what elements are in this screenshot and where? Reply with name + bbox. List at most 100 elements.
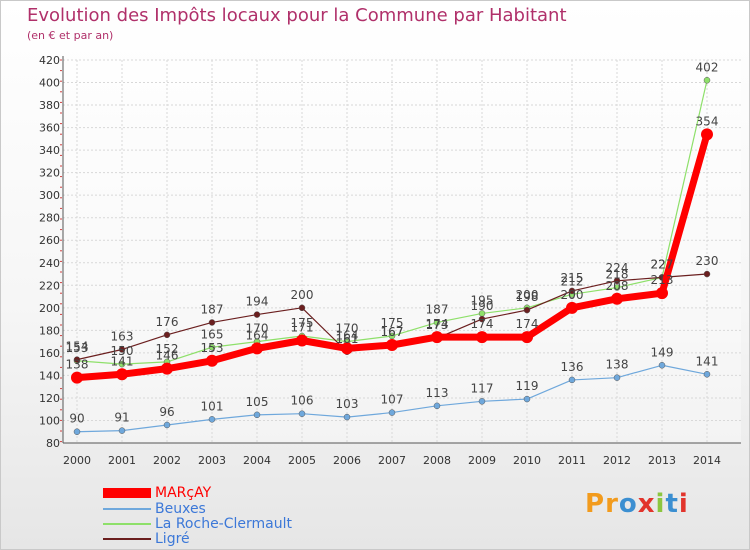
data-point-la-roche-clermault [208, 344, 216, 351]
data-label-la-roche-clermault: 187 [426, 302, 449, 316]
data-point-ligr- [118, 346, 126, 353]
data-label-beuxes: 113 [426, 386, 449, 400]
brand-logo: Proxiti [585, 489, 689, 519]
data-point-mar-ay [566, 301, 578, 314]
data-point-ligr- [478, 315, 486, 323]
y-tick-label: 140 [39, 369, 60, 382]
data-label-la-roche-clermault: 170 [336, 322, 359, 336]
data-point-la-roche-clermault [388, 332, 396, 340]
brand-letter: x [637, 489, 656, 519]
data-label-mar-ay: 164 [336, 328, 359, 342]
x-tick-label: 2004 [243, 454, 271, 467]
data-label-ligr-: 173 [426, 318, 449, 332]
x-tick-label: 2006 [333, 454, 361, 467]
data-point-la-roche-clermault [433, 319, 441, 326]
data-label-mar-ay: 167 [381, 325, 404, 339]
data-point-la-roche-clermault [613, 284, 621, 291]
data-point-beuxes [658, 362, 666, 369]
data-point-mar-ay [116, 368, 128, 381]
legend-swatch-marcay [103, 488, 151, 498]
brand-letter: r [605, 489, 619, 519]
x-tick-label: 2010 [513, 454, 541, 467]
x-tick-label: 2011 [558, 454, 586, 467]
data-point-mar-ay [386, 338, 398, 351]
data-label-beuxes: 117 [471, 381, 494, 395]
x-tick-label: 2008 [423, 454, 451, 467]
data-label-ligr-: 167 [381, 325, 404, 339]
brand-letter: i [655, 489, 666, 519]
data-point-beuxes [253, 411, 261, 419]
legend-label-ligre: Ligré [155, 531, 190, 547]
data-label-mar-ay: 174 [426, 317, 449, 331]
x-tick-label: 2002 [153, 454, 181, 467]
data-point-ligr- [613, 277, 621, 285]
data-point-beuxes [298, 410, 306, 417]
data-point-beuxes [478, 398, 486, 405]
data-point-beuxes [703, 371, 711, 378]
brand-letter: P [585, 489, 606, 519]
data-point-la-roche-clermault [703, 77, 711, 84]
data-label-la-roche-clermault: 150 [111, 344, 134, 358]
y-tick-label: 340 [39, 144, 60, 157]
chart-subtitle: (en € et par an) [27, 29, 114, 42]
y-tick-label: 260 [39, 234, 60, 247]
data-point-ligr- [568, 287, 576, 295]
data-label-beuxes: 101 [201, 399, 224, 413]
data-label-beuxes: 141 [696, 354, 719, 368]
data-point-ligr- [703, 270, 711, 278]
data-label-la-roche-clermault: 175 [291, 316, 314, 330]
legend-label-la-roche-clermault: La Roche-Clermault [155, 516, 292, 532]
x-tick-label: 2012 [603, 454, 631, 467]
data-label-mar-ay: 174 [516, 317, 539, 331]
y-tick-label: 320 [39, 167, 60, 180]
data-label-beuxes: 103 [336, 397, 359, 411]
data-label-mar-ay: 138 [66, 358, 89, 372]
data-label-mar-ay: 208 [606, 279, 629, 293]
data-point-mar-ay [656, 287, 668, 300]
data-point-beuxes [568, 376, 576, 384]
data-point-mar-ay [251, 342, 263, 355]
x-tick-label: 2000 [63, 454, 91, 467]
y-tick-label: 400 [39, 77, 60, 90]
data-point-beuxes [523, 395, 531, 403]
y-tick-label: 180 [39, 324, 60, 337]
data-point-ligr- [523, 306, 531, 314]
data-label-ligr-: 200 [291, 288, 314, 302]
data-point-mar-ay [341, 342, 353, 355]
brand-letter: i [678, 489, 689, 519]
data-point-la-roche-clermault [118, 360, 126, 368]
data-label-ligr-: 163 [111, 330, 134, 344]
data-label-la-roche-clermault: 212 [561, 274, 584, 288]
brand-letter: t [665, 489, 679, 519]
data-label-beuxes: 107 [381, 393, 404, 407]
data-label-beuxes: 149 [651, 345, 674, 359]
data-label-beuxes: 136 [561, 360, 584, 374]
legend-label-beuxes: Beuxes [155, 501, 206, 517]
data-point-mar-ay [206, 354, 218, 367]
data-point-mar-ay [296, 334, 308, 347]
data-point-beuxes [388, 409, 396, 416]
data-label-la-roche-clermault: 153 [66, 341, 89, 355]
data-point-ligr- [253, 311, 261, 318]
chart-title: Evolution des Impôts locaux pour la Comm… [27, 5, 567, 26]
data-label-ligr-: 194 [246, 295, 269, 309]
data-label-beuxes: 106 [291, 394, 314, 408]
data-label-la-roche-clermault: 218 [606, 268, 629, 282]
data-label-ligr-: 230 [696, 254, 719, 268]
data-point-mar-ay [701, 128, 713, 141]
data-label-la-roche-clermault: 402 [696, 60, 719, 74]
plot-area [63, 60, 741, 443]
x-tick-label: 2005 [288, 454, 316, 467]
data-label-mar-ay: 164 [246, 328, 269, 342]
data-point-mar-ay [161, 362, 173, 375]
data-label-ligr-: 154 [66, 340, 89, 354]
data-label-ligr-: 215 [561, 271, 584, 285]
y-tick-label: 300 [39, 189, 60, 202]
data-point-ligr- [73, 356, 81, 363]
data-label-mar-ay: 354 [696, 114, 719, 128]
data-label-la-roche-clermault: 175 [381, 316, 404, 330]
data-label-mar-ay: 171 [291, 320, 314, 334]
legend-label-marcay: MARçAY [155, 485, 212, 501]
data-point-beuxes [343, 413, 351, 421]
